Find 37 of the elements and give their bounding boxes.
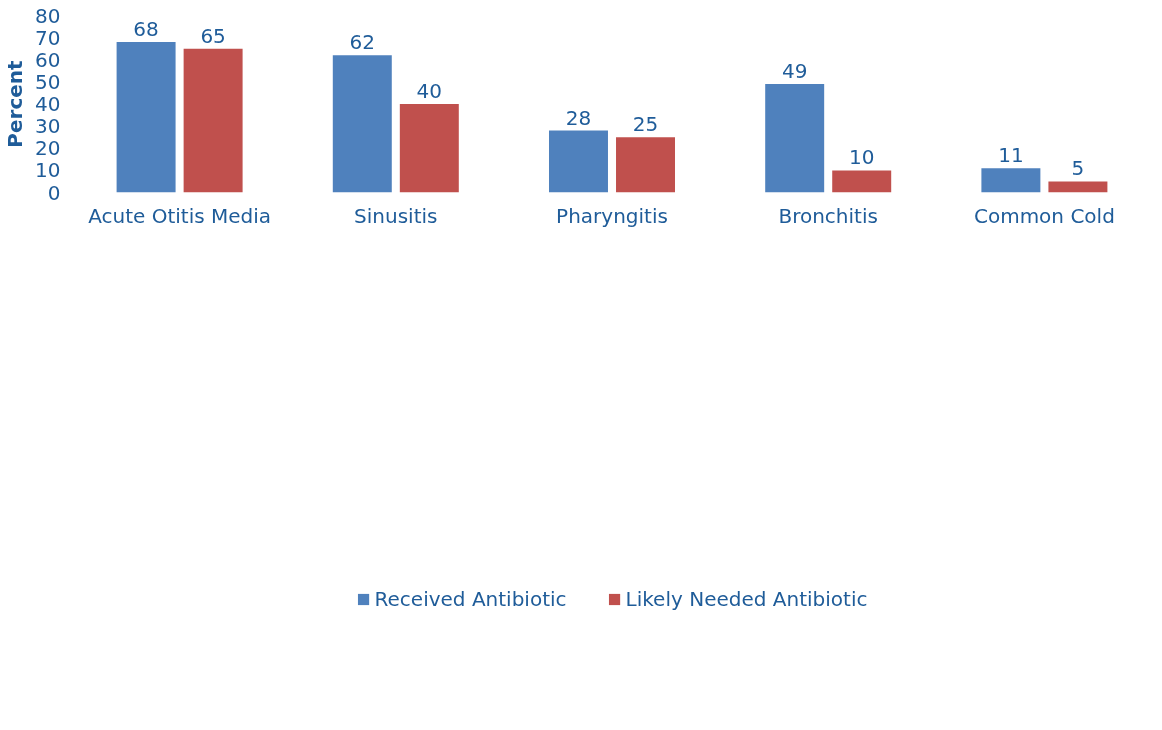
x-tick-label: Pharyngitis [556,203,668,228]
data-label: 65 [200,23,226,48]
bar [332,55,392,193]
y-axis-title: Percent [3,59,28,148]
y-tick-label: 50 [35,69,61,94]
data-label: 40 [416,79,443,103]
bar [981,168,1041,193]
y-tick-label: 60 [35,47,61,72]
x-tick-label: Common Cold [973,203,1115,228]
data-label: 5 [1071,156,1085,181]
data-label: 62 [349,30,376,55]
y-tick-label: 70 [35,25,61,50]
data-label: 11 [998,143,1024,168]
data-label: 68 [133,17,159,42]
y-tick-label: 80 [35,3,61,28]
x-tick-label: Bronchitis [778,203,878,228]
bar [765,84,825,193]
y-tick-label: 10 [35,158,61,183]
y-tick-label: 0 [47,180,61,205]
legend-label: Received Antibiotic [374,587,567,611]
y-tick-label: 40 [35,92,61,116]
bar [832,170,892,193]
data-label: 25 [632,112,659,137]
bar [549,130,608,193]
x-tick-label: Acute Otitis Media [88,203,272,228]
legend-label: Likely Needed Antibiotic [625,587,868,611]
y-tick-label: 20 [35,136,61,161]
bar [183,48,243,193]
data-label: 49 [781,59,808,84]
x-tick-label: Sinusitis [354,203,438,228]
data-label: 10 [848,145,875,170]
bar [616,137,675,193]
bar [116,42,176,193]
y-tick-label: 30 [35,114,61,139]
bar [1048,181,1108,193]
data-label: 28 [565,105,592,130]
bar [399,104,459,193]
